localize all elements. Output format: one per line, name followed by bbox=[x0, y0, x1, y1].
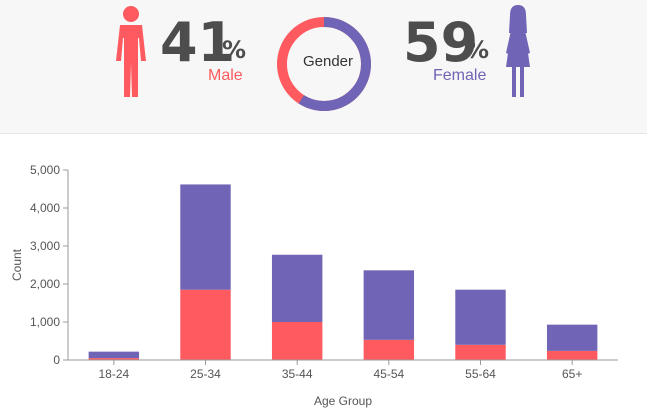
bar-45-54-series-1 bbox=[363, 270, 415, 340]
female-label: Female bbox=[433, 67, 487, 84]
gender-summary-header: 41 % Male Gender 59 % Female bbox=[0, 0, 647, 134]
x-tick-label: 65+ bbox=[562, 367, 582, 381]
bar-35-44-series-0 bbox=[271, 322, 323, 360]
male-body bbox=[116, 25, 146, 97]
female-arms bbox=[506, 26, 530, 54]
bar-35-44-series-1 bbox=[271, 254, 323, 322]
y-tick-label: 4,000 bbox=[30, 201, 60, 215]
bar-25-34-series-1 bbox=[180, 184, 231, 290]
male-percent: 41 bbox=[160, 11, 236, 74]
bar-18-24-series-0 bbox=[88, 358, 140, 360]
y-axis-title: Count bbox=[10, 248, 24, 281]
x-axis: 18-24 25-34 35-44 45-54 55-64 65+ bbox=[68, 359, 618, 381]
bar-55-64-series-1 bbox=[455, 289, 506, 345]
bar-55-64-series-0 bbox=[455, 344, 506, 360]
male-person-icon bbox=[116, 6, 146, 97]
donut-label: Gender bbox=[302, 53, 354, 70]
female-person-icon bbox=[506, 5, 530, 97]
bar-45-54-series-0 bbox=[363, 339, 415, 360]
female-percent-sign: % bbox=[465, 36, 490, 64]
x-tick-label: 18-24 bbox=[98, 367, 129, 381]
x-axis-title: Age Group bbox=[314, 394, 372, 408]
y-tick-label: 0 bbox=[53, 353, 60, 367]
x-tick-label: 55-64 bbox=[465, 367, 496, 381]
y-tick-label: 1,000 bbox=[30, 315, 60, 329]
female-legs bbox=[512, 67, 524, 97]
bar-25-34-series-0 bbox=[180, 289, 231, 360]
y-tick-label: 3,000 bbox=[30, 239, 60, 253]
gender-donut bbox=[277, 17, 371, 111]
donut-female-arc bbox=[277, 17, 371, 111]
y-tick-label: 2,000 bbox=[30, 277, 60, 291]
male-head bbox=[123, 6, 139, 22]
female-percent: 59 bbox=[403, 11, 479, 74]
x-tick-label: 25-34 bbox=[190, 367, 221, 381]
male-percent-sign: % bbox=[222, 36, 247, 64]
y-tick-label: 5,000 bbox=[30, 163, 60, 177]
bar-65+-series-1 bbox=[546, 324, 598, 351]
male-label: Male bbox=[208, 67, 243, 84]
bars bbox=[88, 184, 598, 360]
x-tick-label: 35-44 bbox=[282, 367, 313, 381]
bar-65+-series-0 bbox=[546, 350, 598, 360]
x-tick-label: 45-54 bbox=[373, 367, 404, 381]
bar-18-24-series-1 bbox=[88, 351, 140, 359]
y-axis: 0 1,000 2,000 3,000 4,000 5,000 bbox=[30, 163, 69, 367]
